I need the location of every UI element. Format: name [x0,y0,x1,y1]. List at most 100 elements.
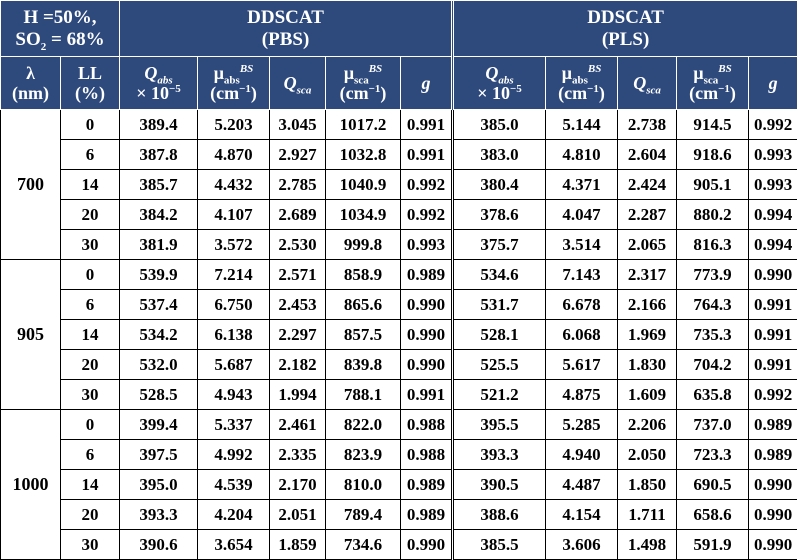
wavelength-cell: 700 [1,110,61,260]
pbs-value-cell: 1.994 [270,380,326,410]
pls-value-cell: 393.3 [453,440,546,470]
pls-value-cell: 0.990 [749,470,797,500]
pbs-value-cell: 0.991 [401,380,453,410]
pbs-value-cell: 397.5 [120,440,198,470]
pbs-value-cell: 389.4 [120,110,198,140]
pbs-value-cell: 2.182 [270,350,326,380]
pbs-value-cell: 1.859 [270,530,326,560]
pbs-value-cell: 0.988 [401,410,453,440]
pbs-value-cell: 4.539 [198,470,270,500]
pbs-value-cell: 823.9 [326,440,401,470]
pbs-value-cell: 0.990 [401,530,453,560]
pbs-value-cell: 857.5 [326,320,401,350]
pbs-value-cell: 0.990 [401,320,453,350]
ll-cell: 6 [61,440,120,470]
pls-value-cell: 2.065 [618,230,677,260]
pls-value-cell: 591.9 [677,530,749,560]
pls-col-qsca: Qsca [618,57,677,110]
ll-cell: 20 [61,200,120,230]
pls-value-cell: 773.9 [677,260,749,290]
pls-value-cell: 0.990 [749,530,797,560]
pls-col-mu-sca: μscaBS(cm−1) [677,57,749,110]
pbs-value-cell: 4.432 [198,170,270,200]
ll-cell: 30 [61,380,120,410]
pls-value-cell: 0.990 [749,500,797,530]
table-header: H =50%, SO2 = 68% DDSCAT(PBS) DDSCAT(PLS… [1,1,797,110]
pls-value-cell: 2.604 [618,140,677,170]
pls-value-cell: 383.0 [453,140,546,170]
pls-value-cell: 5.617 [546,350,618,380]
pbs-value-cell: 4.943 [198,380,270,410]
pbs-value-cell: 4.870 [198,140,270,170]
pbs-value-cell: 3.654 [198,530,270,560]
pls-value-cell: 1.498 [618,530,677,560]
ll-cell: 30 [61,530,120,560]
pls-value-cell: 905.1 [677,170,749,200]
pbs-value-cell: 528.5 [120,380,198,410]
pbs-value-cell: 395.0 [120,470,198,500]
ll-cell: 14 [61,170,120,200]
ll-cell: 20 [61,350,120,380]
pls-value-cell: 0.989 [749,410,797,440]
pbs-value-cell: 1040.9 [326,170,401,200]
pbs-value-cell: 0.991 [401,140,453,170]
pbs-value-cell: 0.988 [401,440,453,470]
pls-value-cell: 0.994 [749,200,797,230]
pbs-value-cell: 839.8 [326,350,401,380]
pls-value-cell: 380.4 [453,170,546,200]
pls-value-cell: 635.8 [677,380,749,410]
pbs-value-cell: 0.990 [401,350,453,380]
ll-cell: 14 [61,320,120,350]
ll-cell: 0 [61,110,120,140]
pbs-value-cell: 2.453 [270,290,326,320]
pbs-value-cell: 0.989 [401,470,453,500]
pbs-group-header: DDSCAT(PBS) [120,1,453,57]
ll-cell: 6 [61,290,120,320]
pbs-col-mu-abs: μabsBS(cm−1) [198,57,270,110]
pbs-value-cell: 2.297 [270,320,326,350]
condition-header: H =50%, SO2 = 68% [1,1,120,57]
pls-value-cell: 5.144 [546,110,618,140]
pls-value-cell: 395.5 [453,410,546,440]
pls-value-cell: 6.678 [546,290,618,320]
pls-value-cell: 704.2 [677,350,749,380]
pls-value-cell: 3.514 [546,230,618,260]
pls-value-cell: 0.991 [749,290,797,320]
pbs-value-cell: 4.107 [198,200,270,230]
pls-value-cell: 378.6 [453,200,546,230]
pls-value-cell: 0.992 [749,380,797,410]
pls-value-cell: 1.711 [618,500,677,530]
pls-value-cell: 534.6 [453,260,546,290]
pbs-value-cell: 0.991 [401,110,453,140]
pbs-value-cell: 822.0 [326,410,401,440]
pbs-value-cell: 0.989 [401,500,453,530]
pls-value-cell: 1.609 [618,380,677,410]
pbs-value-cell: 2.051 [270,500,326,530]
pls-value-cell: 5.285 [546,410,618,440]
ll-cell: 6 [61,140,120,170]
pbs-value-cell: 789.4 [326,500,401,530]
pls-value-cell: 3.606 [546,530,618,560]
pls-value-cell: 2.317 [618,260,677,290]
pbs-value-cell: 5.337 [198,410,270,440]
pls-value-cell: 658.6 [677,500,749,530]
pls-value-cell: 0.992 [749,110,797,140]
pbs-value-cell: 0.990 [401,290,453,320]
pls-value-cell: 6.068 [546,320,618,350]
pls-col-g: g [749,57,797,110]
pbs-value-cell: 6.138 [198,320,270,350]
pbs-value-cell: 2.530 [270,230,326,260]
pls-value-cell: 2.738 [618,110,677,140]
pbs-value-cell: 7.214 [198,260,270,290]
pbs-value-cell: 393.3 [120,500,198,530]
